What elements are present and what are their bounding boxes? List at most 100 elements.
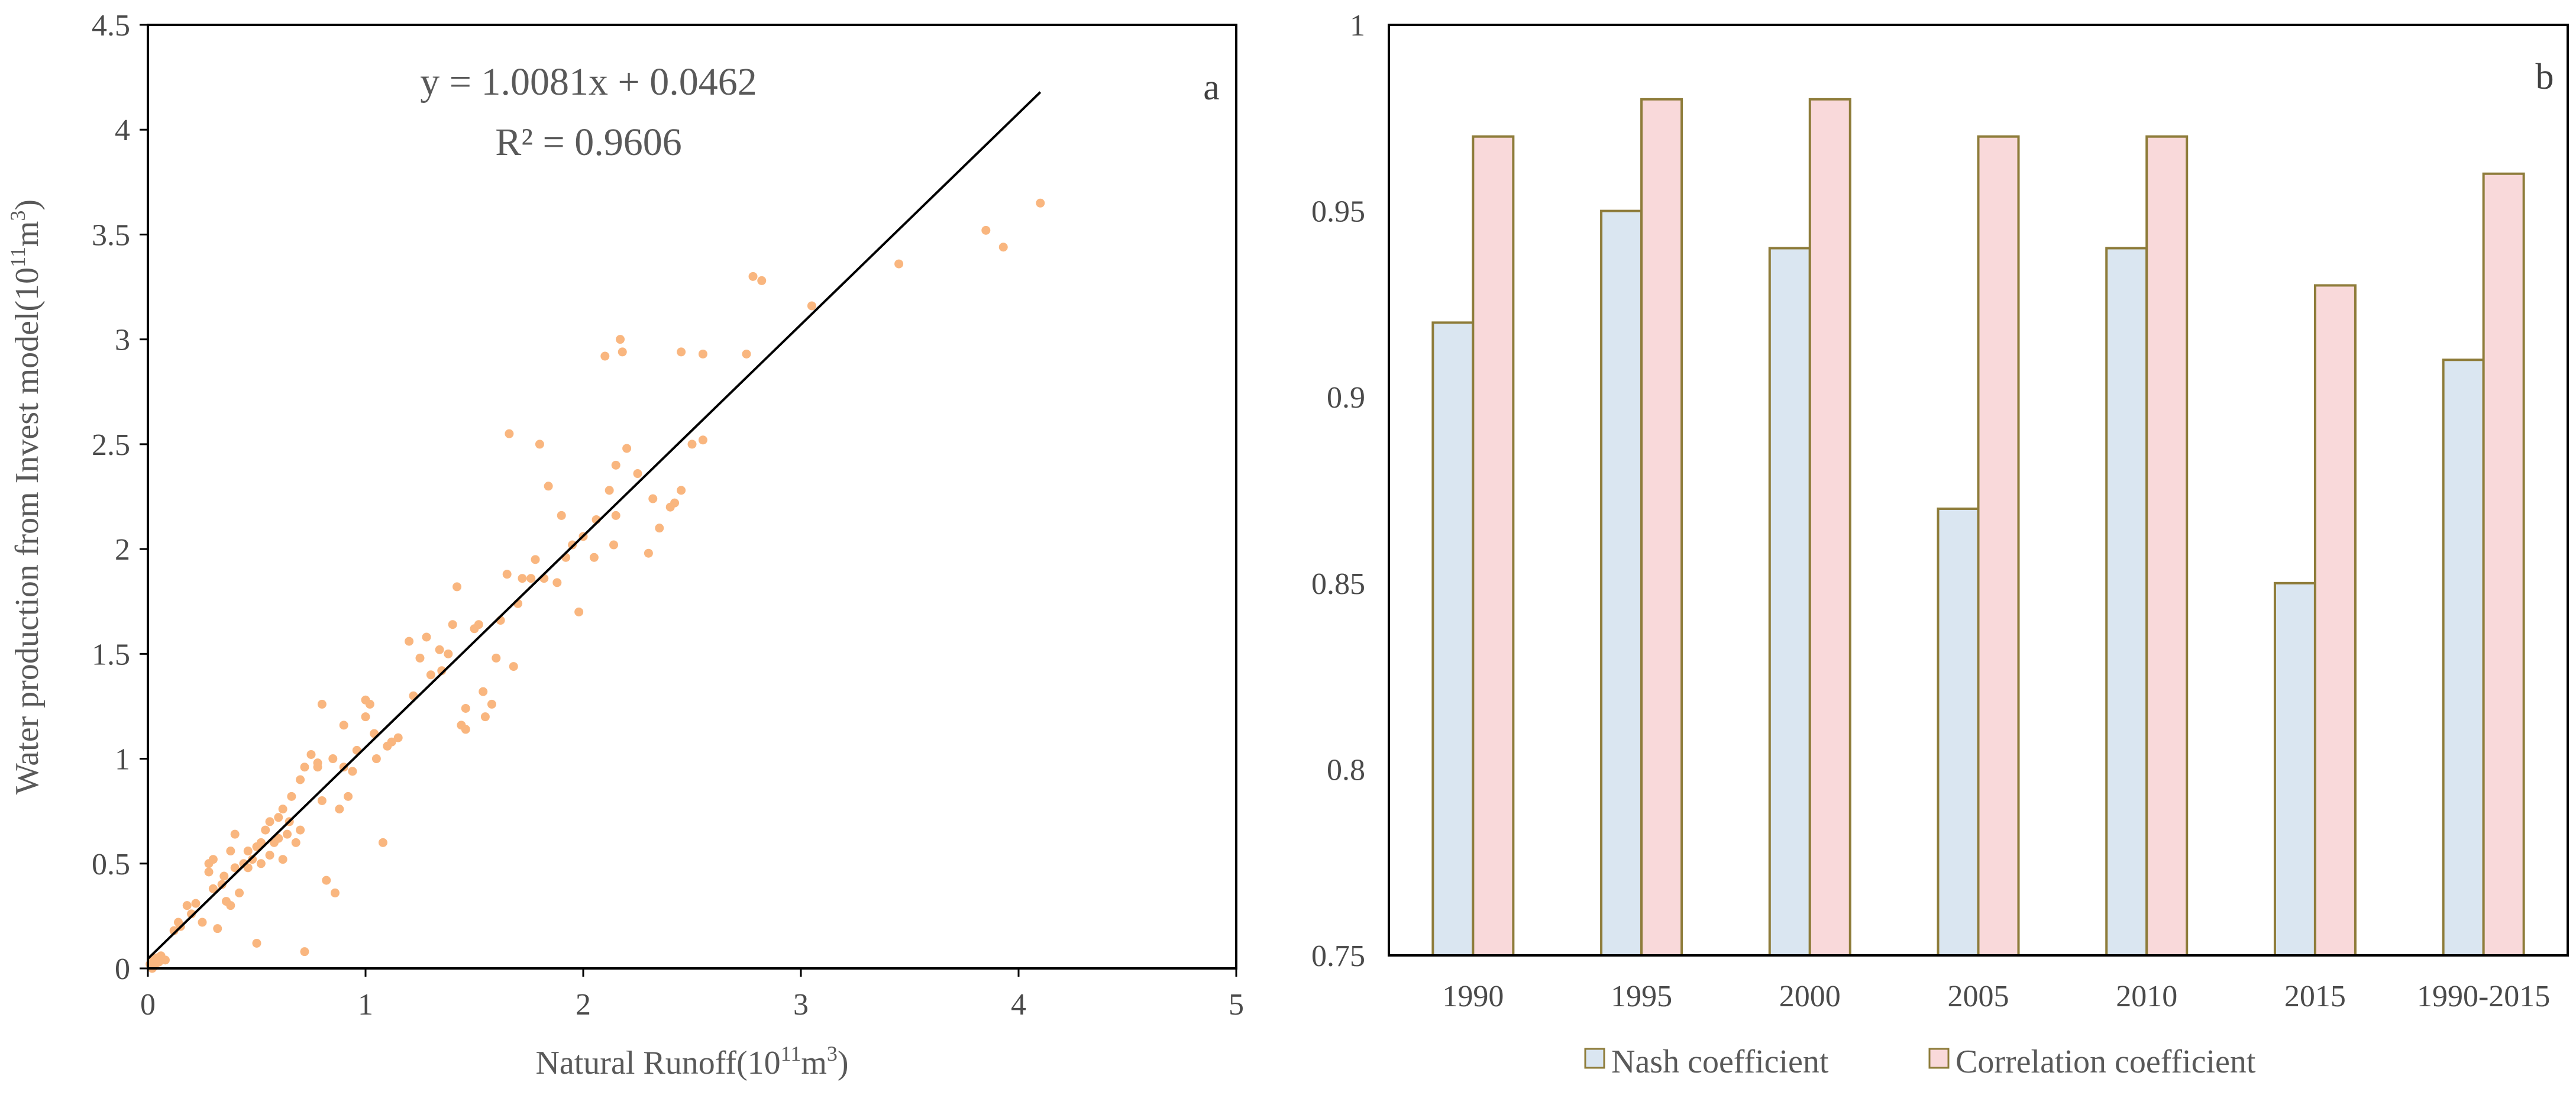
x-tick-label: 2005 [1948,980,2009,1013]
x-tick-label: 2010 [2116,980,2177,1013]
scatter-point [328,754,338,764]
scatter-point [287,792,296,801]
scatter-point [235,888,244,897]
scatter-point [291,838,300,847]
scatter-point [371,754,381,764]
y-tick-label: 0.9 [1327,381,1365,415]
scatter-point [505,429,514,438]
plot-frame-a [147,24,1237,970]
scatter-point [283,829,292,839]
scatter-point [492,653,501,663]
scatter-point [518,574,527,583]
scatter-point [415,653,425,663]
scatter-point [348,767,357,776]
scatter-point [265,817,274,826]
scatter-point [531,555,540,564]
bars [1431,98,2525,957]
legend-label-nash: Nash coefficient [1611,1044,1829,1080]
legend: Nash coefficient Correlation coefficient [1584,1044,2256,1080]
y-tick-label: 1 [115,743,130,777]
legend-label-corr: Correlation coefficient [1956,1044,2256,1080]
scatter-point [317,699,327,709]
scatter-point [217,880,227,889]
y-tick-labels-a: 0 0.5 1 1.5 2 2.5 3 3.5 4 4.5 [92,9,148,986]
scatter-point [405,637,414,646]
scatter-point [552,578,562,587]
scatter-point [226,901,235,910]
scatter-point [698,349,707,358]
scatter-point [330,888,340,897]
x-tick-label: 1995 [1611,980,1672,1013]
y-tick-label: 4.5 [92,9,130,43]
scatter-point [557,511,566,520]
scatter-point [611,460,620,470]
x-tick-label: 1 [358,988,373,1022]
scatter-point [461,703,470,713]
scatter-point [248,855,257,864]
scatter-point [296,825,305,835]
scatter-point [487,699,496,709]
scatter-point [169,926,179,935]
scatter-point [611,511,620,520]
scatter-point [213,924,222,934]
scatter-point [1036,198,1045,208]
scatter-point [174,918,183,927]
scatter-point [243,847,253,856]
scatter-point [365,699,374,709]
y-tick-label: 0.5 [92,848,130,881]
x-tick-labels-a: 0 1 2 3 4 5 [140,968,1244,1022]
scatter-point [448,620,457,629]
x-tick-label: 2 [576,988,591,1022]
scatter-point [618,347,627,357]
x-tick-label: 2015 [2284,980,2346,1013]
bar-nash [2105,247,2148,957]
scatter-point [378,838,387,847]
scatter-point [208,884,218,893]
scatter-point [644,548,653,558]
scatter-point [300,947,309,957]
scatter-point [677,486,686,495]
scatter-point [198,918,207,927]
bar-panel-b: 1990 1995 2000 2005 2010 2015 1990-2015 0.750.… [1311,9,2569,1080]
scatter-point [981,225,991,235]
scatter-point [502,570,512,579]
scatter-point [998,243,1008,252]
scatter-point [698,435,707,445]
scatter-point [344,792,353,801]
scatter-point [479,687,488,696]
scatter-point [605,486,614,495]
scatter-point [187,909,196,919]
scatter-point [300,763,309,772]
legend-swatch-nash [1584,1048,1605,1069]
x-tick-label: 5 [1229,988,1244,1022]
y-axis-title-a: Water production from Invest model(1011m… [6,199,46,794]
bar-correlation [2482,172,2525,957]
regression-equation: y = 1.0081x + 0.0462 [420,60,757,104]
scatter-point [648,494,658,503]
scatter-point [742,349,751,358]
scatter-point [461,725,470,734]
panel-label-a: a [1203,67,1220,108]
y-tick-label: 3 [115,324,130,357]
scatter-point [616,335,625,344]
scatter-point [230,863,240,873]
scatter-point [589,553,599,562]
scatter-point [633,469,642,479]
x-tick-label: 1990-2015 [2417,980,2550,1013]
bar-nash [2273,582,2316,957]
scatter-point [677,347,686,357]
scatter-point [322,876,331,885]
scatter-point [748,272,758,281]
scatter-point [509,662,518,671]
scatter-point [256,859,266,868]
scatter-point [274,834,283,843]
scatter-point [453,582,462,592]
x-axis-title-a: Natural Runoff(1011m3) [535,1042,848,1081]
scatter-point [687,440,697,449]
bar-correlation [1472,135,1515,957]
scatter-point [574,607,584,616]
scatter-point [437,666,447,676]
scatter-point [230,829,240,839]
scatter-point [757,276,767,285]
